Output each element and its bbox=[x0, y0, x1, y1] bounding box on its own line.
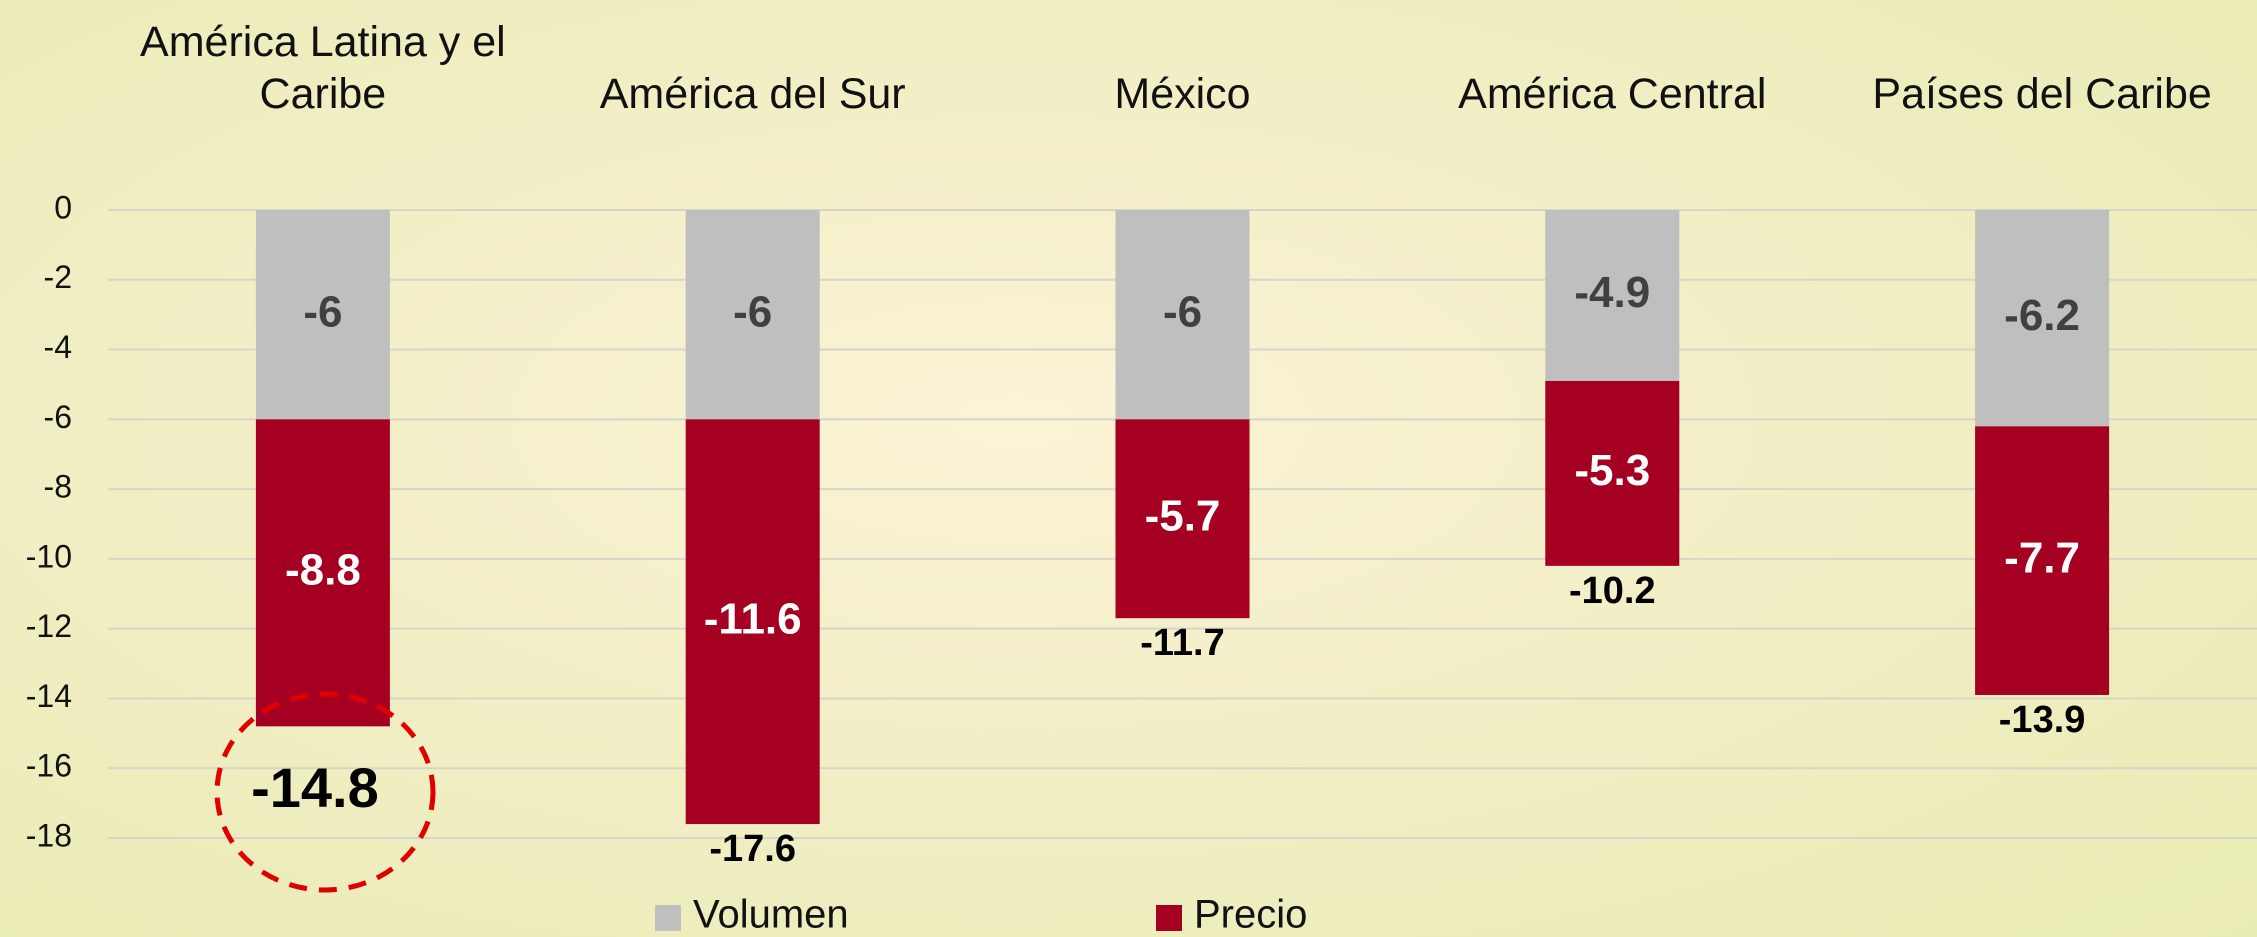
y-tick-label: -8 bbox=[44, 469, 72, 505]
x-tick-label: México bbox=[1114, 70, 1251, 118]
bar-segment bbox=[1975, 426, 2110, 695]
total-label: -14.8 bbox=[251, 756, 379, 819]
bar-segment bbox=[1975, 210, 2110, 427]
bar-segment bbox=[1545, 210, 1680, 381]
value-label: -4.9 bbox=[1574, 268, 1650, 317]
category-wrap: América Latina y el Caribe bbox=[113, 0, 533, 120]
legend-label: Volumen bbox=[693, 893, 849, 937]
value-label: -6.2 bbox=[2004, 291, 2080, 340]
y-tick-label: -18 bbox=[26, 817, 72, 853]
value-label: -5.7 bbox=[1145, 491, 1221, 540]
category-wrap: América del Sur bbox=[543, 0, 963, 120]
bar-segment bbox=[255, 210, 390, 420]
bar-segment bbox=[1545, 380, 1680, 566]
value-label: -7.7 bbox=[2004, 533, 2080, 582]
total-label: -17.6 bbox=[709, 828, 796, 870]
category-wrap: Países del Caribe bbox=[1832, 0, 2252, 120]
legend-swatch bbox=[655, 905, 681, 931]
value-label: -11.6 bbox=[704, 594, 802, 643]
value-label: -5.3 bbox=[1574, 446, 1650, 495]
total-label: -10.2 bbox=[1569, 570, 1656, 612]
y-tick-label: -14 bbox=[26, 678, 72, 714]
x-tick-label: Países del Caribe bbox=[1872, 70, 2212, 118]
y-tick-label: 0 bbox=[54, 189, 72, 225]
x-tick-label: América del Sur bbox=[599, 70, 906, 118]
value-label: -6 bbox=[1163, 287, 1202, 336]
bar-segment bbox=[685, 419, 820, 825]
y-tick-label: -4 bbox=[44, 329, 72, 365]
total-label: -13.9 bbox=[1999, 699, 2086, 741]
total-label: -11.7 bbox=[1140, 622, 1225, 664]
bar-segment bbox=[1115, 419, 1250, 619]
legend-label: Precio bbox=[1194, 893, 1307, 937]
bar-segment bbox=[255, 419, 390, 727]
value-label: -6 bbox=[733, 287, 772, 336]
category-wrap: México bbox=[973, 0, 1393, 120]
value-label: -6 bbox=[303, 287, 342, 336]
value-label: -8.8 bbox=[285, 545, 361, 594]
x-tick-label: América Central bbox=[1458, 70, 1767, 118]
bar-segment bbox=[1115, 210, 1250, 420]
y-tick-label: -10 bbox=[26, 538, 72, 574]
legend-swatch bbox=[1156, 905, 1182, 931]
y-tick-label: -2 bbox=[44, 259, 72, 295]
y-tick-label: -6 bbox=[44, 399, 72, 435]
bar-segment bbox=[685, 210, 820, 420]
y-tick-label: -16 bbox=[26, 748, 72, 784]
category-wrap: América Central bbox=[1402, 0, 1822, 120]
highlight-circle bbox=[214, 691, 436, 893]
x-tick-label: América Latina y el Caribe bbox=[140, 18, 506, 118]
y-tick-label: -12 bbox=[26, 608, 72, 644]
